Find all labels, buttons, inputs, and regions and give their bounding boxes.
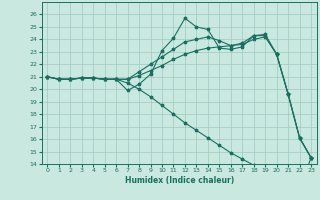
X-axis label: Humidex (Indice chaleur): Humidex (Indice chaleur) [124,176,234,185]
